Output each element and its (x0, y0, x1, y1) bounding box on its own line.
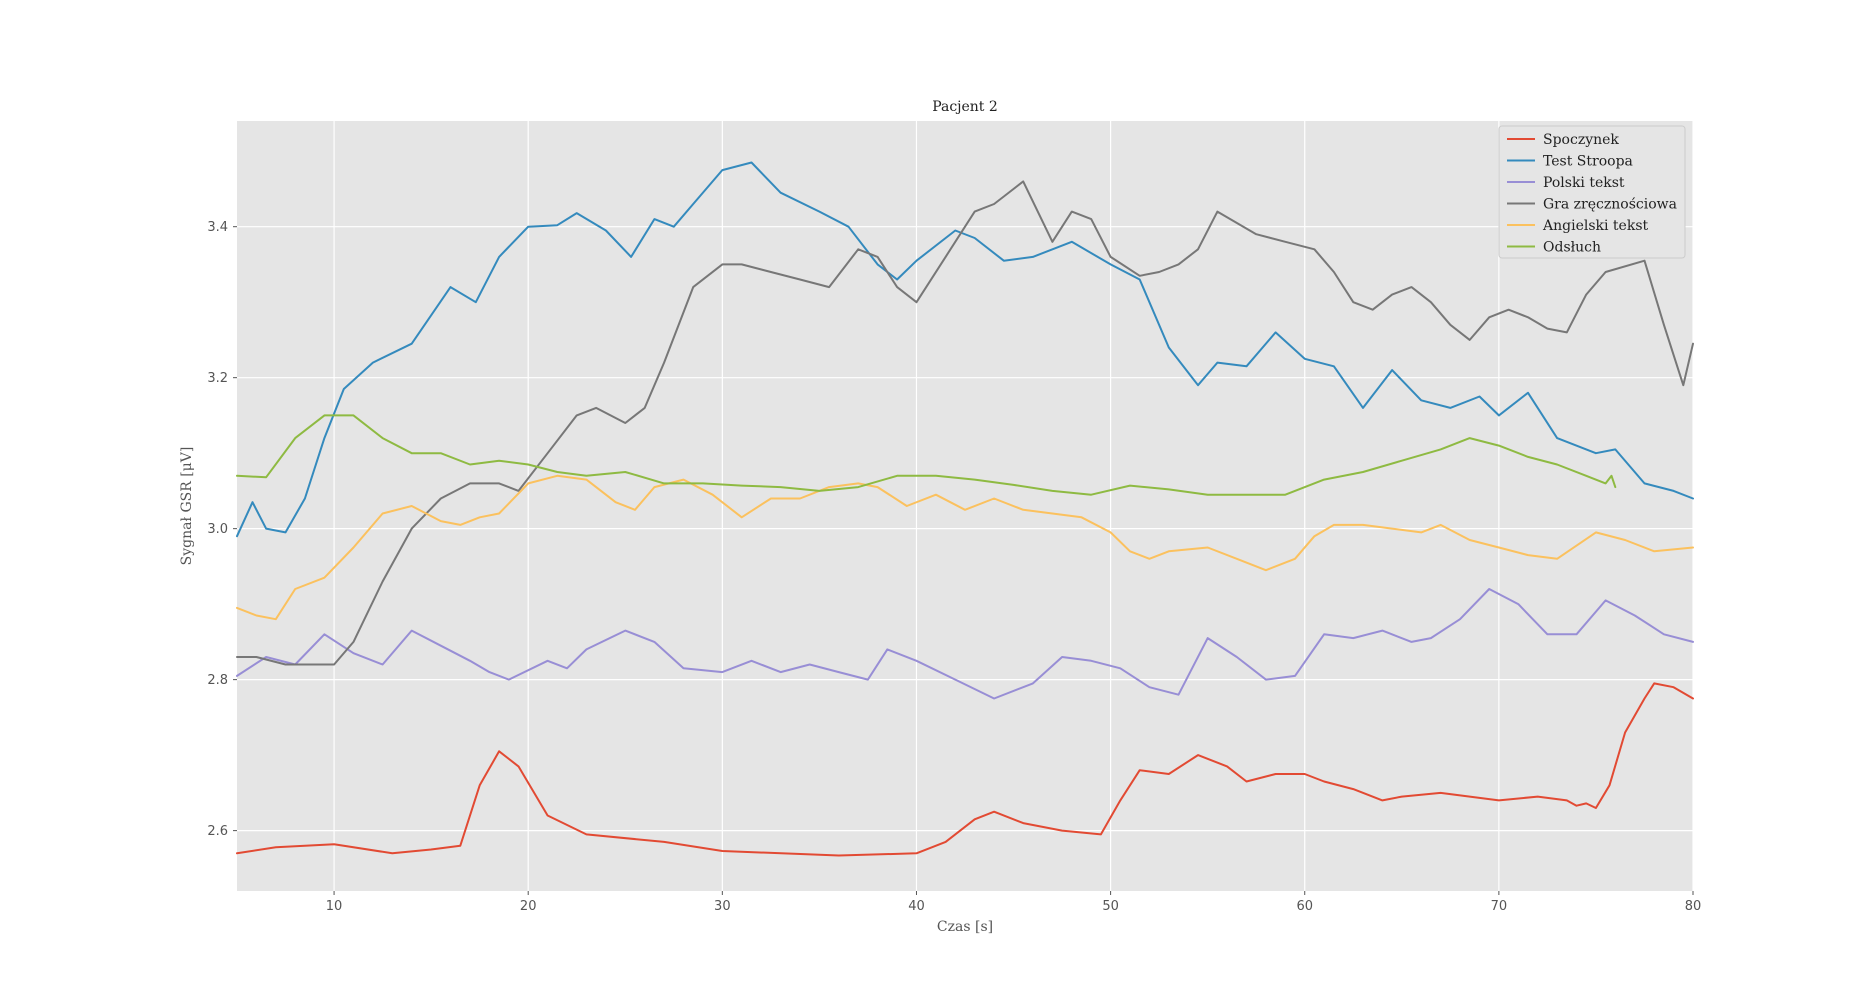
x-tick-label: 10 (326, 899, 343, 914)
plot-background (237, 121, 1693, 891)
y-tick-label: 3.4 (207, 220, 228, 235)
x-tick-label: 70 (1491, 899, 1508, 914)
series-line-ods-uch (236, 414, 1617, 496)
legend-label: Gra zręcznościowa (1543, 197, 1677, 213)
legend-label: Spoczynek (1543, 132, 1619, 148)
series-line-gra-zre-cznos-ciowa (236, 180, 1694, 666)
y-axis: 2.6 2.8 3.0 3.2 3.4 (207, 220, 237, 839)
legend-box (1498, 125, 1686, 259)
legend: Spoczynek Test Stroopa Polski tekst Gra zrę… (1498, 125, 1686, 259)
series-group (236, 161, 1694, 857)
x-tick-label: 40 (908, 899, 925, 914)
x-tick-label: 30 (714, 899, 731, 914)
x-axis: 10 20 30 40 50 60 70 80 (326, 891, 1701, 914)
x-axis-label: Czas [s] (937, 919, 993, 935)
chart-title: Pacjent 2 (932, 99, 998, 115)
y-axis-label: Sygnał GSR [μV] (179, 447, 195, 566)
y-tick-label: 3.2 (207, 371, 228, 386)
series-line-spoczynek (236, 682, 1694, 857)
y-tick-label: 2.6 (207, 824, 228, 839)
y-tick-label: 3.0 (207, 522, 228, 537)
x-tick-label: 80 (1685, 899, 1702, 914)
series-line-angielski-tekst (236, 474, 1694, 621)
legend-label: Odsłuch (1543, 240, 1601, 256)
x-tick-label: 50 (1102, 899, 1119, 914)
legend-label: Angielski tekst (1542, 218, 1649, 234)
x-tick-label: 60 (1296, 899, 1313, 914)
series-line-polski-tekst (236, 588, 1694, 700)
legend-label: Polski tekst (1543, 175, 1625, 191)
y-tick-label: 2.8 (207, 673, 228, 688)
series-line-test-stroopa (236, 161, 1694, 538)
legend-label: Test Stroopa (1543, 154, 1633, 170)
x-tick-label: 20 (520, 899, 537, 914)
